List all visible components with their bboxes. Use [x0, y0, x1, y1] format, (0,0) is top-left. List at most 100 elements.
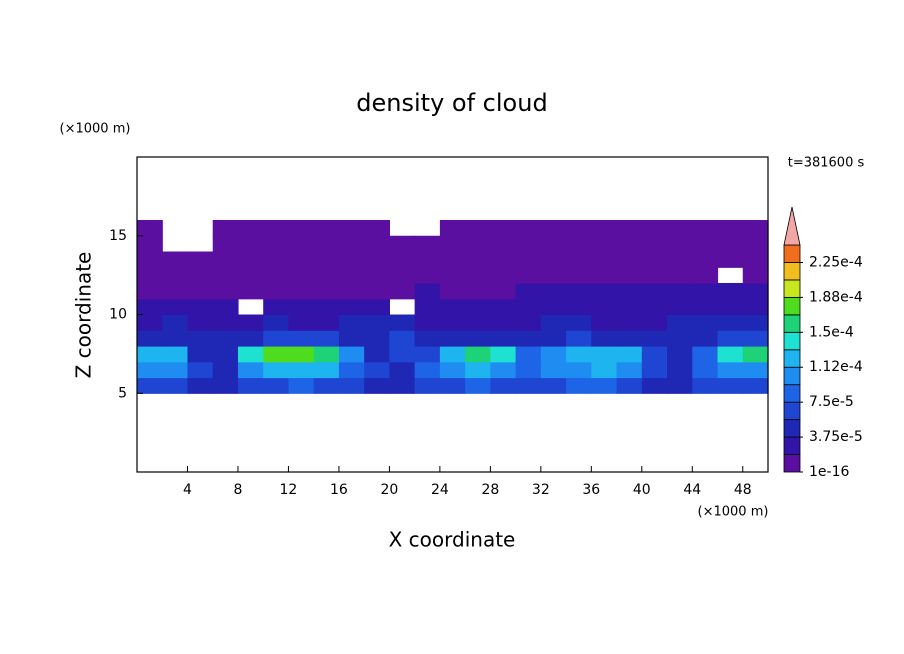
contour-cell — [616, 267, 643, 284]
chart-title: density of cloud — [356, 89, 547, 117]
contour-cell — [288, 220, 315, 237]
contour-cell — [263, 235, 290, 253]
contour-cell — [364, 346, 390, 363]
contour-cell — [288, 235, 315, 253]
contour-cell — [490, 298, 517, 316]
contour-cell — [338, 251, 365, 268]
contour-cell — [566, 298, 592, 316]
contour-cell — [465, 251, 491, 268]
contour-cell — [641, 314, 668, 331]
contour-cell — [414, 283, 441, 300]
contour-cell — [338, 346, 365, 363]
contour-cell — [162, 251, 189, 268]
contour-cell — [667, 330, 693, 347]
contour-cell — [439, 314, 466, 331]
colorbar-over — [783, 206, 801, 246]
contour-cell — [566, 330, 592, 347]
contour-cell — [540, 330, 567, 347]
contour-cell — [540, 298, 567, 316]
contour-cell — [313, 361, 340, 379]
contour-cell — [212, 346, 239, 363]
colorbar-band — [783, 279, 801, 298]
contour-cell — [490, 283, 517, 300]
contour-cell — [641, 361, 668, 379]
contour-cell — [212, 283, 239, 300]
contour-cell — [641, 283, 668, 300]
contour-cell — [137, 267, 163, 284]
contour-cell — [212, 220, 239, 237]
y-tick-label: 10 — [109, 307, 127, 323]
contour-field — [137, 220, 769, 394]
contour-cell — [212, 377, 239, 394]
contour-cell — [414, 251, 441, 268]
contour-cell — [591, 346, 618, 363]
contour-cell — [364, 235, 390, 253]
contour-cell — [490, 330, 517, 347]
contour-cell — [490, 361, 517, 379]
contour-cell — [667, 283, 693, 300]
contour-cell — [692, 377, 719, 394]
x-tick-label: 20 — [380, 482, 398, 498]
contour-cell — [641, 298, 668, 316]
contour-cell — [465, 220, 491, 237]
contour-cell — [187, 361, 214, 379]
contour-cell — [717, 235, 744, 253]
contour-cell — [137, 235, 163, 253]
contour-cell — [465, 314, 491, 331]
contour-cell — [692, 267, 719, 284]
colorbar-band — [783, 384, 801, 403]
contour-cell — [162, 361, 189, 379]
contour-cell — [162, 298, 189, 316]
contour-cell — [439, 251, 466, 268]
contour-cell — [717, 283, 744, 300]
x-tick-label: 44 — [683, 482, 701, 498]
contour-cell — [540, 283, 567, 300]
contour-cell — [515, 346, 542, 363]
contour-cell — [389, 361, 416, 379]
contour-cell — [591, 251, 618, 268]
contour-cell — [616, 298, 643, 316]
contour-cell — [338, 377, 365, 394]
colorbar-band — [783, 331, 801, 351]
contour-cell — [692, 283, 719, 300]
contour-cell — [465, 267, 491, 284]
colorbar-label: 1.88e-4 — [809, 289, 863, 305]
contour-cell — [465, 361, 491, 379]
contour-cell — [742, 377, 769, 394]
contour-cell — [212, 235, 239, 253]
colorbar-band — [783, 366, 801, 386]
y-tick-label: 5 — [118, 385, 127, 401]
contour-cell — [742, 283, 769, 300]
colorbar-band — [783, 244, 801, 263]
contour-cell — [515, 220, 542, 237]
contour-cell — [137, 377, 163, 394]
contour-cell — [137, 298, 163, 316]
contour-cell — [515, 377, 542, 394]
contour-cell — [288, 283, 315, 300]
colorbar-band — [783, 314, 801, 333]
contour-cell — [187, 330, 214, 347]
contour-cell — [566, 251, 592, 268]
contour-cell — [389, 251, 416, 268]
contour-cell — [313, 298, 340, 316]
contour-cell — [667, 314, 693, 331]
contour-cell — [414, 314, 441, 331]
colorbar-label: 2.25e-4 — [809, 254, 863, 270]
contour-cell — [263, 361, 290, 379]
contour-cell — [566, 377, 592, 394]
contour-cell — [338, 298, 365, 316]
contour-cell — [667, 251, 693, 268]
contour-cell — [641, 346, 668, 363]
contour-cell — [667, 267, 693, 284]
contour-cell — [515, 298, 542, 316]
contour-cell — [162, 330, 189, 347]
contour-cell — [641, 235, 668, 253]
contour-cell — [338, 361, 365, 379]
contour-cell — [187, 346, 214, 363]
contour-cell — [667, 235, 693, 253]
contour-cell — [414, 346, 441, 363]
contour-cell — [137, 361, 163, 379]
contour-cell — [212, 361, 239, 379]
contour-cell — [490, 235, 517, 253]
